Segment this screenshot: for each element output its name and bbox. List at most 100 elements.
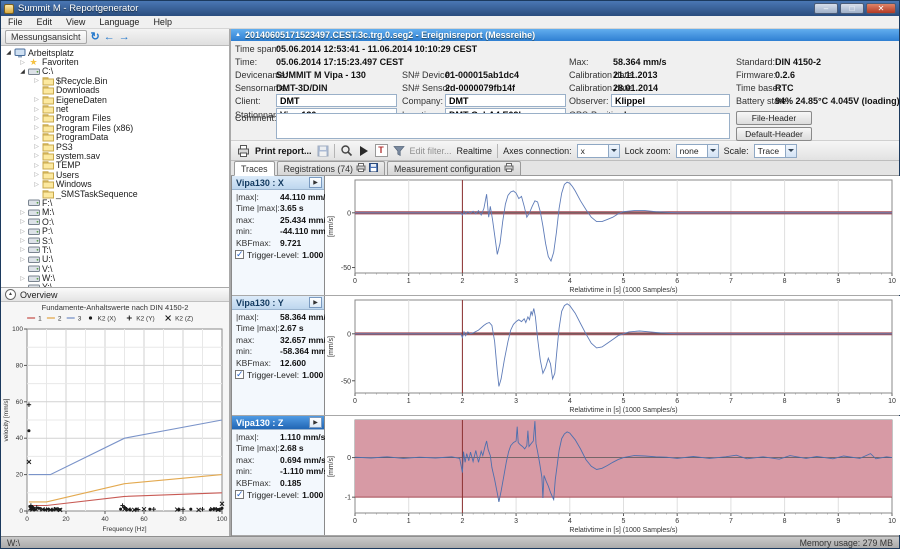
text-tool-icon[interactable]: T — [375, 144, 388, 157]
observer-field[interactable] — [611, 94, 730, 107]
tree-item[interactable]: ▷ProgramData — [1, 133, 229, 142]
tree-item[interactable]: ◢Arbeitsplatz — [1, 48, 229, 57]
trace-chart-y[interactable]: 0123456789100-50Relativtime in [s] (1000… — [325, 296, 900, 414]
expander-icon[interactable]: ▷ — [18, 246, 27, 253]
menu-view[interactable]: View — [59, 16, 92, 28]
maximize-button[interactable]: □ — [840, 3, 864, 14]
refresh-icon[interactable]: ↻ — [91, 32, 100, 43]
tree-item[interactable]: ▷PS3 — [1, 142, 229, 151]
menu-help[interactable]: Help — [146, 16, 179, 28]
expander-icon[interactable]: ▷ — [32, 96, 41, 103]
trigger-checkbox[interactable] — [235, 490, 244, 499]
tree-item[interactable]: ▷W:\ — [1, 273, 229, 282]
expander-icon[interactable]: ▷ — [32, 143, 41, 150]
expander-icon[interactable]: ▷ — [18, 59, 27, 66]
save-icon[interactable] — [369, 163, 378, 174]
menu-edit[interactable]: Edit — [30, 16, 60, 28]
scale-select[interactable]: Trace — [754, 144, 797, 158]
expander-icon[interactable]: ▷ — [18, 228, 27, 235]
expander-icon[interactable]: ◢ — [18, 68, 27, 75]
expander-icon[interactable]: ▷ — [18, 209, 27, 216]
save-icon[interactable] — [317, 145, 329, 157]
minimize-button[interactable]: – — [814, 3, 838, 14]
expander-icon[interactable]: ▷ — [32, 162, 41, 169]
expander-icon[interactable]: ▷ — [32, 181, 41, 188]
tree-item[interactable]: ▷net — [1, 104, 229, 113]
expander-icon[interactable]: ▷ — [32, 134, 41, 141]
company-field[interactable] — [445, 94, 566, 107]
trigger-checkbox[interactable] — [235, 250, 244, 259]
tab-measurement-configuration[interactable]: Measurement configuration — [387, 161, 521, 175]
tree-item[interactable]: ▷TEMP — [1, 161, 229, 170]
tree-item[interactable]: _SMSTaskSequence — [1, 189, 229, 198]
expand-trace-button[interactable]: ▶ — [309, 417, 322, 428]
tree-item[interactable]: ▷P:\ — [1, 226, 229, 235]
tree-item[interactable]: ▷M:\ — [1, 208, 229, 217]
expander-icon[interactable]: ▷ — [18, 275, 27, 282]
menu-file[interactable]: File — [1, 16, 30, 28]
expander-icon[interactable]: ◢ — [4, 49, 13, 56]
filter-icon[interactable] — [393, 145, 405, 157]
tree-item[interactable]: ▷$Recycle.Bin — [1, 76, 229, 85]
tab-registrations-74-[interactable]: Registrations (74) — [277, 161, 385, 175]
expander-icon[interactable]: ▷ — [32, 152, 41, 159]
tree-item[interactable]: ▷EigeneDaten — [1, 95, 229, 104]
trace-chart-z[interactable]: 0123456789100-1Relativtime in [s] (1000 … — [325, 416, 900, 534]
trace-header[interactable]: Vipa130 : Y▶ — [232, 296, 324, 310]
forward-icon[interactable]: → — [119, 32, 130, 43]
back-icon[interactable]: ← — [104, 32, 115, 43]
view-selector-button[interactable]: Messungsansicht — [5, 30, 87, 44]
expand-trace-button[interactable]: ▶ — [309, 297, 322, 308]
trace-header[interactable]: Vipa130 : X▶ — [232, 176, 324, 190]
expander-icon[interactable]: ▷ — [32, 171, 41, 178]
trace-header[interactable]: Vipa130 : Z▶ — [232, 416, 324, 430]
expander-icon[interactable]: ▷ — [32, 115, 41, 122]
tree-item[interactable]: ◢C:\ — [1, 67, 229, 76]
overview-chart[interactable]: Fundamente-Anhaltswerte nach DIN 4150-21… — [1, 302, 229, 534]
expander-icon[interactable]: ▷ — [32, 106, 41, 113]
printer-icon[interactable] — [237, 145, 250, 157]
comment-field[interactable] — [276, 113, 730, 139]
stat-label: max: — [236, 215, 280, 225]
tree-item[interactable]: ▷T:\ — [1, 245, 229, 254]
expander-icon[interactable]: ▷ — [18, 218, 27, 225]
svg-text:60: 60 — [140, 516, 148, 523]
menu-language[interactable]: Language — [92, 16, 146, 28]
tree-item[interactable]: F:\ — [1, 198, 229, 207]
tab-traces[interactable]: Traces — [234, 161, 275, 176]
expander-icon[interactable]: ▷ — [18, 256, 27, 263]
collapse-header-icon[interactable]: ▲ — [235, 32, 241, 38]
trigger-checkbox[interactable] — [235, 370, 244, 379]
tree-item[interactable]: Downloads — [1, 86, 229, 95]
tree-item[interactable]: ▷Program Files (x86) — [1, 123, 229, 132]
tree-item[interactable]: ▷U:\ — [1, 255, 229, 264]
axes-connection-select[interactable]: x — [577, 144, 620, 158]
tree-item[interactable]: ▷system.sav — [1, 151, 229, 160]
zoom-icon[interactable] — [340, 144, 353, 157]
default-header-button[interactable]: Default-Header — [736, 127, 812, 141]
close-button[interactable]: ✕ — [866, 3, 896, 14]
client-field[interactable] — [276, 94, 397, 107]
collapse-overview-icon[interactable]: ▲ — [5, 289, 16, 300]
printer-icon[interactable] — [356, 163, 366, 174]
file-header-button[interactable]: File-Header — [736, 111, 812, 125]
tree-item[interactable]: ▷S:\ — [1, 236, 229, 245]
cursor-tool-icon[interactable] — [358, 145, 370, 157]
expander-icon[interactable]: ▷ — [32, 124, 41, 131]
edit-filter-button[interactable]: Edit filter... — [410, 146, 452, 156]
realtime-toggle[interactable]: Realtime — [457, 146, 493, 156]
expander-icon[interactable]: ▷ — [32, 77, 41, 84]
lock-zoom-select[interactable]: none — [676, 144, 719, 158]
print-report-button[interactable]: Print report... — [255, 146, 312, 156]
document-header[interactable]: ▲ 20140605171523497.CEST.3c.trg.0.seg2 -… — [231, 29, 899, 41]
tree-item[interactable]: ▷Windows — [1, 179, 229, 188]
tree-item[interactable]: V:\ — [1, 264, 229, 273]
expander-icon[interactable]: ▷ — [18, 237, 27, 244]
tree-item[interactable]: ▷★Favoriten — [1, 57, 229, 66]
tree-item[interactable]: ▷Users — [1, 170, 229, 179]
tree-item[interactable]: ▷O:\ — [1, 217, 229, 226]
tree-item[interactable]: ▷Program Files — [1, 114, 229, 123]
expand-trace-button[interactable]: ▶ — [309, 177, 322, 188]
printer-icon[interactable] — [504, 163, 514, 174]
trace-chart-x[interactable]: 0123456789100-50Relativtime in [s] (1000… — [325, 176, 900, 294]
